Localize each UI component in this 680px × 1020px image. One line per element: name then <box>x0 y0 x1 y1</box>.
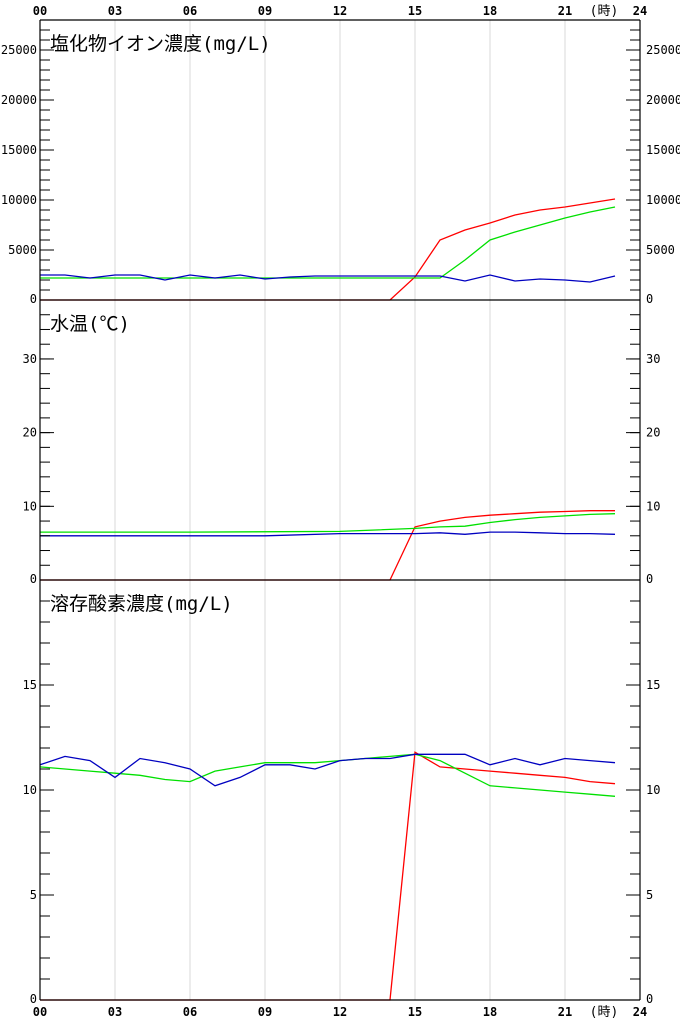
panel-3-series-green <box>39 753 616 797</box>
panel-1-series-green <box>40 206 616 279</box>
panel-2-ytick-label-left: 0 <box>30 572 37 586</box>
panel-3-ytick-label-right: 15 <box>646 678 660 692</box>
panel-2-ytick-label-left: 20 <box>23 426 37 440</box>
panel-1-ytick-label-right: 20000 <box>646 93 680 107</box>
xtick-label-top: 09 <box>258 4 272 18</box>
xtick-label-bottom: 00 <box>33 1005 47 1019</box>
panel-2-series-green <box>40 513 616 533</box>
panel-3-ytick-label-left: 10 <box>23 783 37 797</box>
panel-1-ytick-label-left: 0 <box>30 292 37 306</box>
xtick-label-top: 24 <box>633 4 647 18</box>
xtick-label-top: 00 <box>33 4 47 18</box>
panel-2-ytick-label-right: 30 <box>646 352 660 366</box>
xtick-label-top: 21 <box>558 4 572 18</box>
xtick-label-bottom: 06 <box>183 1005 197 1019</box>
panel-1-ytick-label-left: 25000 <box>1 43 37 57</box>
panel-2-ytick-label-right: 10 <box>646 499 660 513</box>
panel-1-ytick-label-left: 5000 <box>8 243 37 257</box>
xtick-label-bottom: 15 <box>408 1005 422 1019</box>
panel-3-series-blue <box>39 753 616 787</box>
panel-1-series-red <box>40 198 616 301</box>
panel-1-ytick-label-left: 10000 <box>1 193 37 207</box>
x-unit-label-top: (時) <box>590 4 619 19</box>
series-layer <box>39 198 616 1001</box>
panel-1-ytick-label-right: 15000 <box>646 143 680 157</box>
xtick-label-top: 03 <box>108 4 122 18</box>
panel-2-ytick-label-left: 10 <box>23 499 37 513</box>
xtick-label-top: 06 <box>183 4 197 18</box>
panel-1-ytick-label-right: 25000 <box>646 43 680 57</box>
xtick-label-top: 12 <box>333 4 347 18</box>
panel-2-ytick-label-left: 30 <box>23 352 37 366</box>
panel-1-ytick-label-left: 20000 <box>1 93 37 107</box>
xtick-label-bottom: 24 <box>633 1005 647 1019</box>
panel-2-ytick-label-right: 20 <box>646 426 660 440</box>
xtick-label-top: 18 <box>483 4 497 18</box>
panel-1-ytick-label-right: 5000 <box>646 243 675 257</box>
panel-2-series-blue <box>40 531 616 537</box>
x-unit-label-bottom: (時) <box>590 1005 619 1020</box>
panel-1-series-blue <box>40 274 616 283</box>
panel-2-ytick-label-right: 0 <box>646 572 653 586</box>
panel-2-series-red <box>40 510 615 581</box>
panel-1-ytick-label-right: 0 <box>646 292 653 306</box>
xtick-label-bottom: 18 <box>483 1005 497 1019</box>
xtick-label-bottom: 21 <box>558 1005 572 1019</box>
panel-1-ytick-label-right: 10000 <box>646 193 680 207</box>
panel-3-ytick-label-left: 0 <box>30 992 37 1006</box>
xtick-label-bottom: 12 <box>333 1005 347 1019</box>
panel-3-ytick-label-left: 15 <box>23 678 37 692</box>
panel-1-ytick-label-left: 15000 <box>1 143 37 157</box>
panel-3-series-red <box>40 751 616 1001</box>
panel-3-title: 溶存酸素濃度(mg/L) <box>50 593 233 615</box>
panel-2-title: 水温(℃) <box>50 313 130 335</box>
vertical-grid <box>114 20 566 1000</box>
xtick-label-bottom: 09 <box>258 1005 272 1019</box>
xtick-label-top: 15 <box>408 4 422 18</box>
panel-3-ytick-label-right: 5 <box>646 888 653 902</box>
axis-layer <box>39 19 641 1001</box>
xtick-label-bottom: 03 <box>108 1005 122 1019</box>
panel-1-title: 塩化物イオン濃度(mg/L) <box>50 33 271 55</box>
panel-3-ytick-label-right: 10 <box>646 783 660 797</box>
panel-3-ytick-label-left: 5 <box>30 888 37 902</box>
panel-3-ytick-label-right: 0 <box>646 992 653 1006</box>
